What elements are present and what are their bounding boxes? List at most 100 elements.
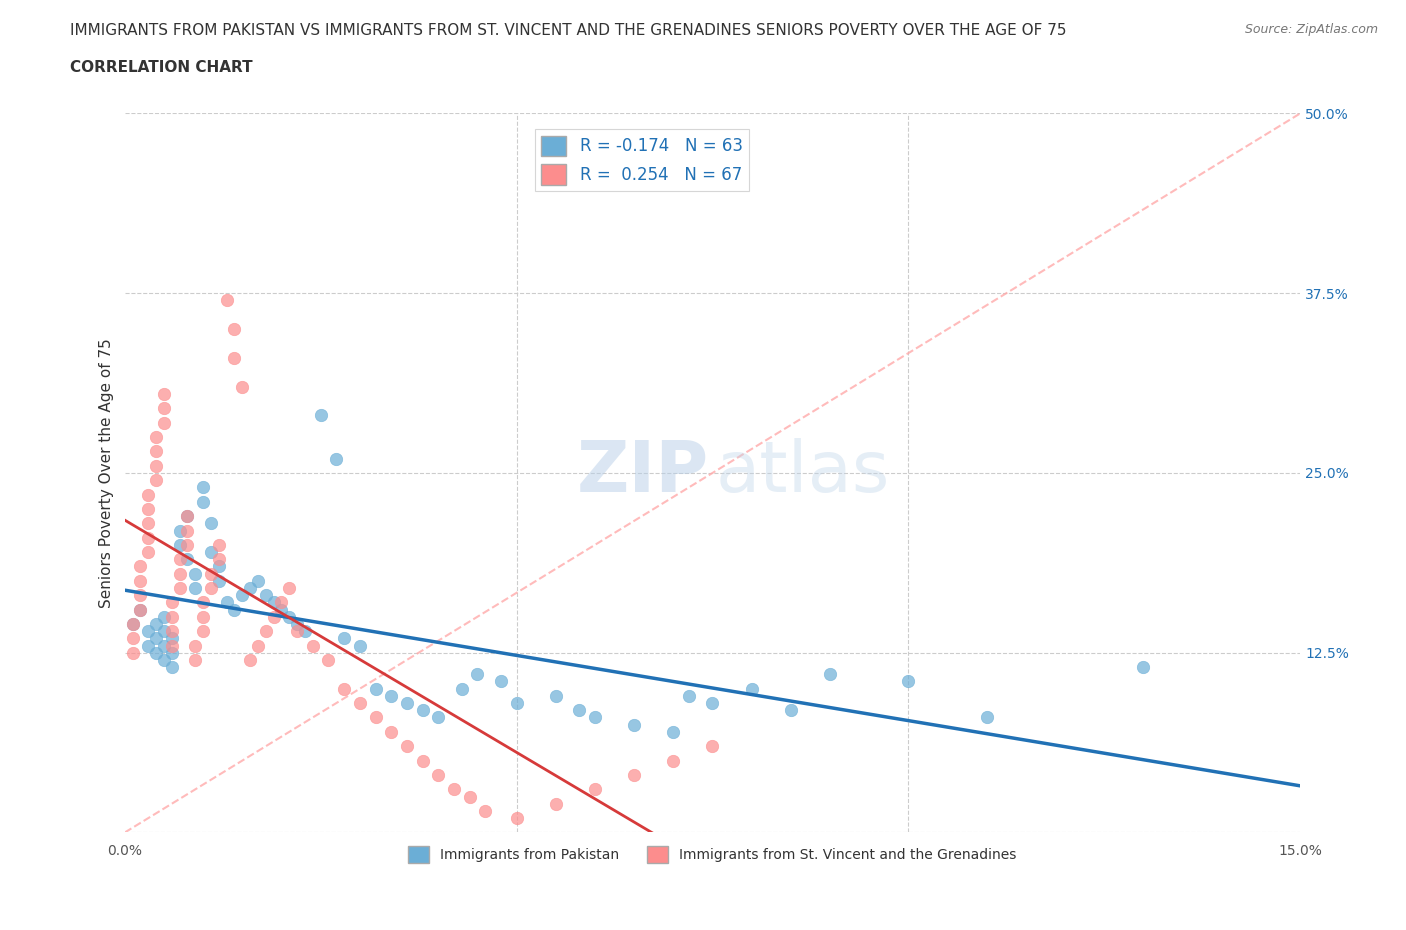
Point [200, 545, 222, 560]
Point [412, 753, 434, 768]
Point [136, 545, 159, 560]
Point [208, 574, 231, 589]
Point [191, 495, 214, 510]
Point [544, 796, 567, 811]
Point [176, 523, 198, 538]
Point [285, 624, 308, 639]
Point [224, 351, 246, 365]
Point [129, 559, 152, 574]
Point [458, 789, 481, 804]
Point [818, 667, 841, 682]
Point [160, 645, 183, 660]
Text: CORRELATION CHART: CORRELATION CHART [70, 60, 253, 75]
Point [254, 588, 277, 603]
Point [200, 516, 222, 531]
Text: atlas: atlas [716, 438, 890, 508]
Legend: Immigrants from Pakistan, Immigrants from St. Vincent and the Grenadines: Immigrants from Pakistan, Immigrants fro… [402, 841, 1022, 869]
Point [136, 638, 159, 653]
Point [184, 638, 207, 653]
Point [153, 624, 176, 639]
Point [145, 631, 167, 645]
Point [662, 724, 685, 739]
Text: ZIP: ZIP [576, 438, 709, 508]
Point [489, 674, 512, 689]
Point [741, 682, 763, 697]
Point [184, 580, 207, 595]
Point [270, 595, 292, 610]
Point [1132, 659, 1154, 674]
Point [246, 574, 269, 589]
Point [395, 696, 418, 711]
Point [897, 674, 920, 689]
Point [349, 696, 371, 711]
Point [176, 551, 198, 566]
Point [153, 401, 176, 416]
Point [153, 609, 176, 624]
Point [176, 538, 198, 552]
Point [121, 645, 143, 660]
Point [145, 458, 167, 473]
Point [678, 688, 700, 703]
Point [160, 638, 183, 653]
Point [121, 617, 143, 631]
Point [169, 566, 191, 581]
Point [145, 617, 167, 631]
Point [333, 631, 356, 645]
Point [318, 653, 340, 668]
Point [191, 480, 214, 495]
Point [169, 523, 191, 538]
Point [153, 638, 176, 653]
Point [467, 667, 489, 682]
Point [583, 782, 606, 797]
Point [568, 703, 591, 718]
Point [208, 559, 231, 574]
Point [145, 645, 167, 660]
Point [145, 430, 167, 445]
Point [412, 703, 434, 718]
Point [231, 588, 253, 603]
Point [191, 624, 214, 639]
Point [702, 738, 724, 753]
Point [294, 624, 316, 639]
Point [224, 322, 246, 337]
Point [349, 638, 371, 653]
Point [153, 387, 176, 402]
Point [427, 767, 450, 782]
Point [263, 595, 285, 610]
Y-axis label: Seniors Poverty Over the Age of 75: Seniors Poverty Over the Age of 75 [100, 339, 114, 608]
Point [184, 653, 207, 668]
Point [779, 703, 801, 718]
Text: IMMIGRANTS FROM PAKISTAN VS IMMIGRANTS FROM ST. VINCENT AND THE GRENADINES SENIO: IMMIGRANTS FROM PAKISTAN VS IMMIGRANTS F… [70, 23, 1067, 38]
Point [976, 710, 998, 724]
Point [129, 588, 152, 603]
Point [474, 804, 496, 818]
Point [427, 710, 450, 724]
Point [160, 624, 183, 639]
Point [270, 602, 292, 617]
Point [239, 580, 262, 595]
Point [153, 653, 176, 668]
Point [129, 602, 152, 617]
Point [309, 408, 332, 423]
Point [136, 624, 159, 639]
Point [583, 710, 606, 724]
Point [263, 609, 285, 624]
Point [254, 624, 277, 639]
Point [246, 638, 269, 653]
Point [231, 379, 253, 394]
Point [333, 682, 356, 697]
Point [160, 609, 183, 624]
Point [200, 566, 222, 581]
Point [129, 602, 152, 617]
Point [662, 753, 685, 768]
Point [153, 415, 176, 430]
Point [208, 538, 231, 552]
Point [325, 451, 347, 466]
Point [169, 580, 191, 595]
Point [176, 509, 198, 524]
Point [623, 717, 645, 732]
Point [443, 782, 465, 797]
Point [301, 638, 323, 653]
Point [121, 631, 143, 645]
Point [160, 659, 183, 674]
